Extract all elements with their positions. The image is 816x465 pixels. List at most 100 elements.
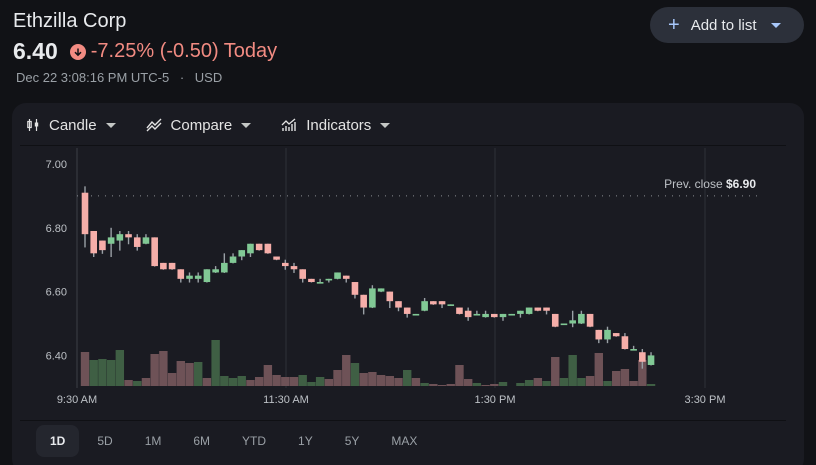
volume-bar	[542, 381, 551, 386]
currency: USD	[194, 70, 223, 85]
chevron-down-icon	[770, 22, 781, 28]
price-row: 6.40 -7.25% (-0.50) Today	[13, 38, 277, 65]
volume-bar	[481, 385, 490, 386]
candle-body	[482, 313, 489, 318]
candle-body	[386, 291, 394, 302]
x-tick-label: 11:30 AM	[263, 394, 309, 406]
volume-bar	[167, 373, 177, 386]
range-tab-1m[interactable]: 1M	[144, 434, 162, 448]
volume-bar	[106, 360, 116, 386]
candle-body	[621, 336, 629, 350]
x-tick-label: 3:30 PM	[685, 394, 726, 406]
y-tick-label: 6.40	[46, 350, 67, 362]
separator: ·	[179, 70, 185, 85]
range-tab-max[interactable]: MAX	[391, 434, 418, 448]
volume-bar	[237, 376, 246, 386]
volume-bar	[490, 384, 499, 386]
candle-body	[342, 275, 350, 279]
volume-bar	[211, 340, 220, 386]
candle-body	[604, 329, 611, 340]
volume-bar	[124, 380, 133, 386]
add-to-list-button[interactable]: + Add to list	[650, 7, 804, 43]
candle-body	[612, 333, 620, 337]
x-tick-label: 9:30 AM	[57, 394, 97, 406]
volume-bar	[403, 370, 412, 386]
candle-dropdown[interactable]: Candle	[26, 117, 116, 134]
range-tab-5d[interactable]: 5D	[97, 434, 113, 448]
candle-body	[221, 262, 228, 273]
candle-body	[308, 278, 315, 283]
indicators-label: Indicators	[306, 116, 372, 134]
range-tab-6m[interactable]: 6M	[193, 434, 211, 448]
volume-bar	[220, 376, 229, 386]
candle-body	[586, 313, 594, 327]
volume-bar	[80, 352, 90, 386]
candle-body	[499, 313, 507, 318]
candle-body	[377, 288, 385, 292]
volume-bar	[333, 370, 342, 386]
y-tick-label: 7.00	[46, 159, 67, 171]
candle-body	[525, 307, 533, 314]
volume-bar	[281, 377, 290, 386]
volume-bar	[289, 377, 299, 386]
y-tick-label: 6.80	[46, 223, 67, 235]
candle-body	[569, 320, 576, 324]
candle-body	[316, 282, 324, 284]
volume-bar	[98, 359, 107, 386]
prev-close-label: Prev. close $6.90	[664, 177, 756, 191]
volume-bar	[612, 371, 621, 386]
candle-body	[543, 307, 550, 311]
volume-bar	[516, 383, 525, 386]
candle-body	[142, 237, 150, 244]
timestamp: Dec 22 3:08:16 PM UTC-5	[16, 70, 170, 85]
compare-dropdown[interactable]: Compare	[146, 117, 252, 134]
candle-body	[464, 310, 472, 318]
range-tab-1y[interactable]: 1Y	[298, 434, 313, 448]
volume-bar	[298, 375, 307, 386]
volume-bar	[272, 375, 281, 386]
candle-body	[273, 256, 280, 260]
range-divider	[20, 420, 786, 421]
candlestick-icon	[27, 119, 39, 131]
volume-bar	[202, 378, 212, 386]
candle-body	[238, 250, 246, 257]
volume-bar	[429, 384, 438, 386]
current-price: 6.40	[13, 38, 58, 64]
volume-bar	[455, 365, 464, 386]
volume-bar	[620, 369, 630, 386]
candle-body	[99, 240, 106, 251]
range-tab-ytd[interactable]: YTD	[242, 434, 267, 448]
candle-body	[177, 269, 185, 279]
volume-bar	[559, 378, 569, 386]
x-tick-label: 1:30 PM	[475, 394, 516, 406]
candle-body	[412, 313, 420, 316]
volume-bar	[411, 378, 421, 386]
volume-bar	[446, 384, 455, 386]
volume-bar	[437, 385, 447, 386]
volume-bar	[307, 382, 316, 386]
candle-body	[290, 266, 298, 270]
candle-body	[325, 278, 333, 281]
volume-bar	[603, 381, 612, 386]
time-range-tabs: 1D 5D 1M 6M YTD 1Y 5Y MAX	[36, 425, 435, 457]
candle-body	[151, 237, 158, 267]
volume-bar	[254, 377, 264, 386]
range-tab-1d[interactable]: 1D	[36, 425, 80, 457]
candle-body	[447, 304, 455, 306]
volume-bar	[498, 382, 508, 386]
quote-meta: Dec 22 3:08:16 PM UTC-5 · USD	[16, 70, 222, 85]
volume-bar	[246, 380, 255, 386]
candle-body	[264, 243, 272, 254]
plus-icon: +	[668, 14, 680, 36]
indicators-dropdown[interactable]: Indicators	[281, 116, 391, 134]
candle-body	[395, 301, 402, 308]
candle-body	[430, 301, 437, 305]
chevron-down-icon	[105, 122, 116, 128]
chart-card	[12, 103, 804, 465]
range-tab-5y[interactable]: 5Y	[344, 434, 360, 448]
chevron-down-icon	[241, 122, 252, 128]
candle-body	[229, 256, 237, 263]
toolbar-divider	[20, 145, 786, 146]
candle-body	[639, 352, 646, 362]
